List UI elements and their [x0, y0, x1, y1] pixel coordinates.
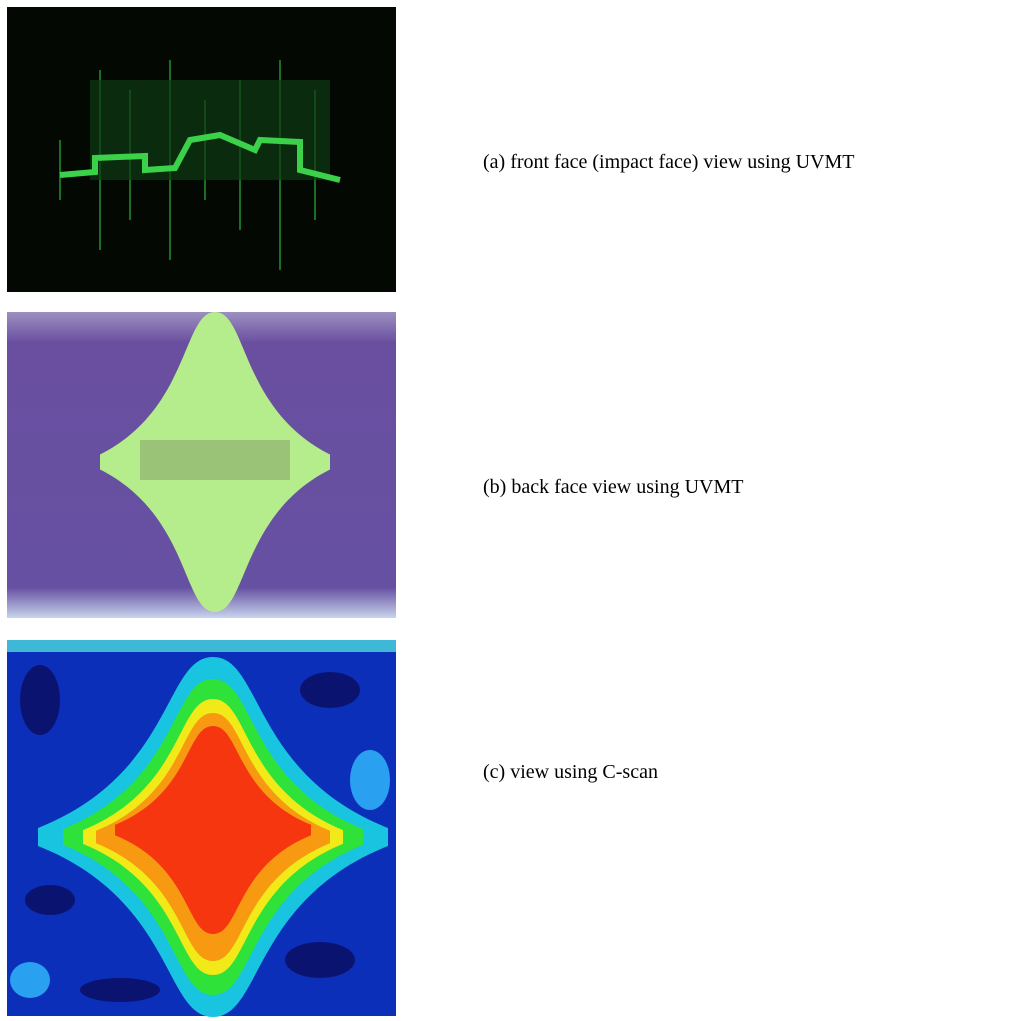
caption: (a) front face (impact face) view using …: [483, 151, 855, 174]
image-back-face: [7, 312, 396, 618]
caption: (c) view using C-scan: [483, 761, 658, 784]
page: (a) front face (impact face) view using …: [0, 0, 1012, 1021]
image-c-scan: [7, 640, 396, 1017]
caption: (b) back face view using UVMT: [483, 476, 743, 499]
image-front-face: [7, 7, 396, 292]
